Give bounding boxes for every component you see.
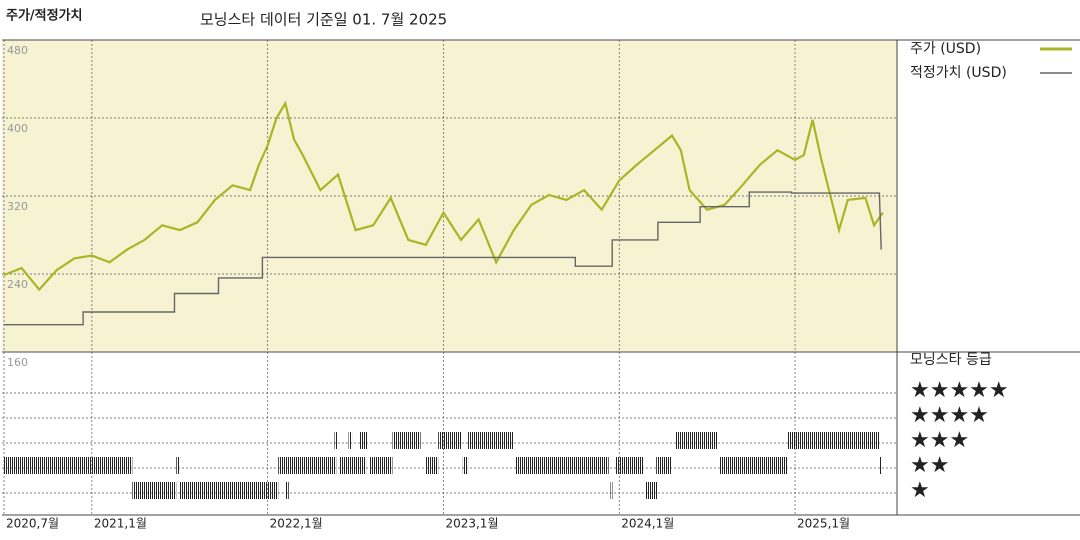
rating-period [879,457,882,474]
x-tick-label: 2020,7월 [6,517,59,531]
rating-period [515,457,609,474]
series-line [3,100,884,292]
rating-period [4,457,133,474]
rating-period [615,457,644,474]
rating-period [278,457,337,474]
rating-period [645,482,658,499]
chart-title: 모닝스타 데이터 기준일 01. 7월 2025 [200,11,447,29]
rating-title: 모닝스타 등급 [910,352,992,368]
x-tick-label: 2022,1월 [270,517,323,531]
series-line [4,191,882,326]
rating-period [425,457,439,474]
rating-period [348,432,353,449]
rating-label: ★★★ [910,428,969,453]
rating-period [656,457,672,474]
header: 주가/적정가치 [6,8,83,24]
rating-period [132,482,177,499]
rating-period [176,457,180,474]
rating-label: ★★★★★ [910,378,1009,403]
x-tick-label: 2025,1월 [797,517,850,531]
x-tick-label: 2021,1월 [94,517,147,531]
x-tick-label: 2024,1월 [621,517,674,531]
x-tick-label: 2023,1월 [445,517,498,531]
rating-label: ★ [910,478,930,503]
rating-period [179,482,279,499]
rating-period [285,482,289,499]
rating-period [462,457,469,474]
rating-period [788,432,880,449]
y-tick-label: 320 [7,200,28,213]
rating-period [339,457,367,474]
rating-label: ★★★★ [910,403,989,428]
rating-period [610,482,613,499]
y-tick-label: 400 [7,122,28,135]
rating-period [359,432,368,449]
legend-label: 적정가치 (USD) [910,65,1007,81]
rating-period [369,457,393,474]
rating-period [675,432,718,449]
y-tick-label: 480 [7,44,28,57]
rating-period [468,432,514,449]
y-tick-label: 240 [7,278,28,291]
y-tick-label: 160 [7,356,28,369]
rating-period [334,432,338,449]
rating-label: ★★ [910,453,949,478]
rating-period [719,457,789,474]
legend-label: 주가 (USD) [910,41,981,57]
rating-period [392,432,421,449]
rating-period [438,432,462,449]
